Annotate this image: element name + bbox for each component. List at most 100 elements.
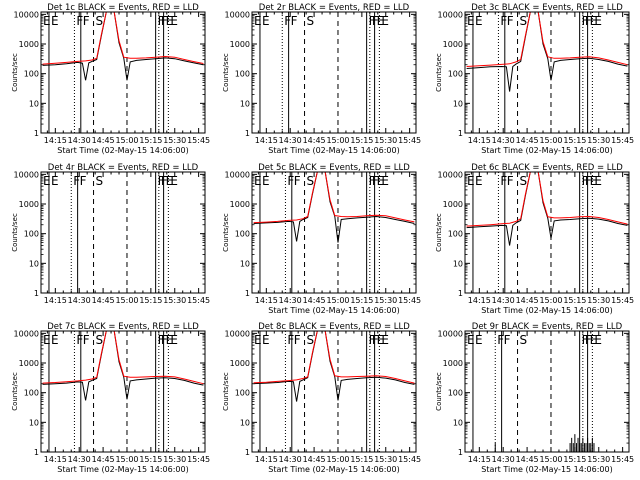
panel-title: Det 7c BLACK = Events, RED = LLD [47,322,199,332]
x-tick-label: 15:30 [374,136,397,145]
y-tick-label: 1000 [230,40,250,49]
x-tick-label: 15:30 [163,455,186,464]
x-tick-label: 15:00 [115,455,138,464]
plot-frame [251,330,417,453]
marker-label: F [585,174,592,188]
y-tick-label: 100 [448,389,463,398]
y-tick-label: 1000 [443,40,463,49]
series-events-line [253,172,415,243]
x-tick-label: 15:00 [539,136,562,145]
series-group [494,434,595,452]
x-tick-label: 14:45 [303,296,326,305]
series-group [466,172,628,246]
x-tick-label: 15:00 [326,296,349,305]
x-tick-label: 15:15 [139,296,162,305]
x-axis-label: Start Time (02-May-15 14:06:00) [268,146,399,155]
marker-label: F [80,174,87,188]
x-tick-label: 14:30 [492,136,515,145]
plot-frame [40,171,206,294]
x-tick-label: 15:45 [187,296,210,305]
x-tick-label: 15:00 [326,455,349,464]
marker-label: S [520,14,528,28]
marker-label: F [372,14,379,28]
x-tick-label: 15:00 [326,136,349,145]
marker-label: E [590,174,598,188]
marker-label: F [294,174,301,188]
marker-label: S [520,174,528,188]
x-tick-label: 14:45 [516,136,539,145]
series-events-line [466,172,628,246]
marker-label: F [76,14,83,28]
marker-label: F [158,14,165,28]
series-group [253,331,415,402]
y-tick-label: 10 [240,418,250,427]
y-tick-label: 10000 [438,329,463,338]
y-tick-label: 1000 [230,200,250,209]
y-tick-label: 100 [235,230,250,239]
panel-4: Det 4r BLACK = Events, RED = LLD Counts/s… [11,163,210,305]
series-lld-line [466,12,628,67]
panel-title: Det 3c BLACK = Events, RED = LLD [471,3,623,13]
panel-1: Det 1c BLACK = Events, RED = LLD Counts/s… [11,3,210,155]
panel-title: Det 6c BLACK = Events, RED = LLD [471,163,623,173]
plot-frame [40,11,206,134]
y-tick-label: 1 [34,129,39,138]
marker-label: S [307,174,315,188]
y-tick-label: 1000 [443,359,463,368]
marker-label: E [475,14,483,28]
x-tick-label: 14:15 [255,455,278,464]
y-tick-label: 10 [240,99,250,108]
panel-title: Det 4r BLACK = Events, RED = LLD [48,163,199,173]
x-axis-label: Start Time (02-May-15 14:06:00) [57,465,188,474]
marker-label: E [170,14,178,28]
marker-label: E [43,333,51,347]
y-axis-label: Counts/sec [11,213,19,252]
marker-label: F [369,333,376,347]
x-tick-label: 14:45 [516,296,539,305]
marker-label: F [83,333,90,347]
x-tick-label: 15:15 [139,136,162,145]
marker-label: E [594,333,602,347]
y-axis-label: Counts/sec [222,372,230,411]
panel-title: Det 1c BLACK = Events, RED = LLD [47,3,199,13]
y-tick-label: 1 [458,289,463,298]
series-lld-line [42,12,204,65]
x-tick-label: 15:15 [350,455,373,464]
marker-label: E [51,174,59,188]
marker-label: F [585,14,592,28]
x-tick-label: 14:15 [255,296,278,305]
marker-label: E [170,174,178,188]
panel-3: Det 3c BLACK = Events, RED = LLD Counts/s… [435,3,634,155]
marker-label: E [43,14,51,28]
plot-frame [464,11,630,134]
x-tick-label: 15:45 [611,136,634,145]
x-tick-label: 15:00 [539,455,562,464]
y-axis-label: Counts/sec [222,213,230,252]
marker-label: F [369,174,376,188]
marker-label: F [582,174,589,188]
panel-5: Det 5c BLACK = Events, RED = LLD Counts/s… [222,163,421,315]
x-tick-label: 15:15 [563,136,586,145]
panel-6: Det 6c BLACK = Events, RED = LLD Counts/s… [435,163,634,315]
x-tick-label: 14:45 [303,455,326,464]
marker-label: E [594,14,602,28]
x-tick-label: 15:15 [563,455,586,464]
y-tick-label: 100 [235,389,250,398]
marker-label: S [96,174,104,188]
y-tick-label: 1 [458,129,463,138]
marker-label: F [83,14,90,28]
marker-label: F [73,174,80,188]
x-tick-label: 15:30 [163,136,186,145]
panel-title: Det 8c BLACK = Events, RED = LLD [258,322,410,332]
marker-label: E [381,174,389,188]
x-tick-label: 15:30 [374,455,397,464]
y-tick-label: 10000 [14,170,39,179]
x-tick-label: 15:45 [398,136,421,145]
panel-9: Det 9r BLACK = Events, RED = LLD Counts/s… [435,322,634,474]
marker-label: F [582,14,589,28]
marker-label: F [504,333,511,347]
x-tick-label: 15:30 [587,455,610,464]
marker-label: E [166,333,174,347]
y-tick-label: 1000 [19,200,39,209]
marker-label: S [307,333,315,347]
